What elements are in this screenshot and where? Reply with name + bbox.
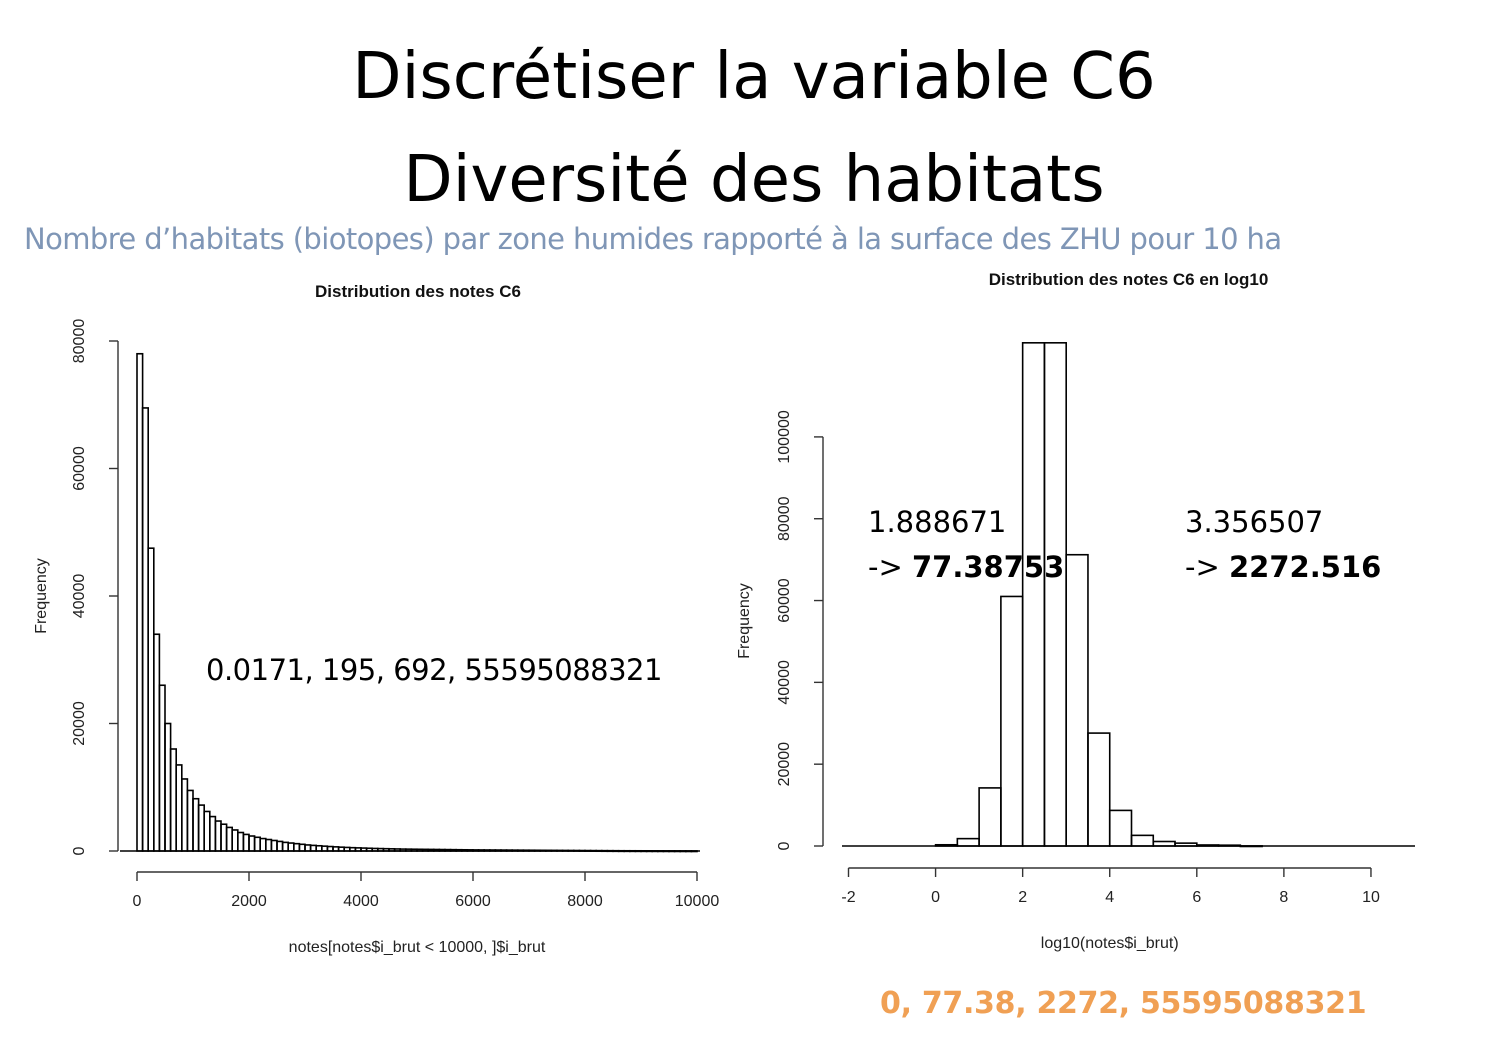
left-bar bbox=[304, 844, 312, 852]
left-x-tick-label: 4000 bbox=[343, 893, 379, 910]
cut1-value: 77.38753 bbox=[911, 549, 1065, 584]
left-x-tick-label: 0 bbox=[133, 893, 142, 910]
right-x-label: log10(notes$i_brut) bbox=[1041, 935, 1179, 952]
left-x-tick-label: 6000 bbox=[455, 893, 491, 910]
right-x-tick-label: 2 bbox=[1018, 889, 1027, 906]
left-bar bbox=[164, 722, 172, 852]
left-bar bbox=[281, 841, 290, 852]
left-bar bbox=[141, 407, 150, 852]
slide-title-line2: Diversité des habitats bbox=[403, 143, 1105, 217]
right-x-tick-label: 6 bbox=[1192, 889, 1201, 906]
right-x-tick-label: 4 bbox=[1105, 889, 1114, 906]
left-y-tick-label: 80000 bbox=[71, 319, 88, 364]
raw-quantiles-annotation: 0.0171, 195, 692, 55595088321 bbox=[206, 653, 662, 687]
left-y-tick-label: 40000 bbox=[71, 574, 88, 619]
left-bar bbox=[320, 845, 329, 852]
right-bar bbox=[1000, 595, 1024, 847]
left-x-tick-label: 8000 bbox=[567, 893, 603, 910]
left-bar bbox=[298, 843, 306, 852]
right-bar bbox=[1087, 732, 1111, 847]
left-bar bbox=[186, 789, 194, 852]
right-y-tick-label: 80000 bbox=[776, 496, 793, 541]
slide-title-line1: Discrétiser la variable C6 bbox=[352, 40, 1156, 114]
left-bar bbox=[237, 831, 245, 852]
left-y-tick-label: 0 bbox=[71, 846, 88, 855]
left-bar bbox=[153, 633, 161, 852]
left-bar bbox=[287, 842, 295, 852]
left-bar bbox=[220, 823, 228, 852]
left-bar bbox=[309, 844, 318, 852]
left-bar bbox=[264, 838, 273, 852]
left-bar bbox=[197, 804, 206, 852]
cut2-value: 2272.516 bbox=[1228, 549, 1382, 584]
right-y-tick-label: 20000 bbox=[776, 742, 793, 787]
cut2-conversion: -> 2272.516 bbox=[1185, 545, 1381, 590]
histogram-raw: Distribution des notes C6 0 2000 4000 6000 80… bbox=[33, 282, 720, 956]
left-x-tick-label: 2000 bbox=[231, 893, 267, 910]
left-bar bbox=[225, 826, 234, 852]
left-x-tick-label: 10000 bbox=[675, 893, 720, 910]
right-y-tick-label: 60000 bbox=[776, 578, 793, 623]
cut2-annotation: 3.356507 -> 2272.516 bbox=[1185, 500, 1381, 590]
left-y-label: Frequency bbox=[33, 558, 50, 634]
log-breaks-summary: 0, 77.38, 2272, 55595088321 bbox=[880, 986, 1367, 1021]
left-bar bbox=[315, 844, 323, 852]
left-y-tick-label: 20000 bbox=[71, 701, 88, 746]
right-y-tick-label: 0 bbox=[776, 841, 793, 850]
left-y-tick-label: 60000 bbox=[71, 446, 88, 491]
left-x-label: notes[notes$i_brut < 10000, ]$i_brut bbox=[289, 939, 546, 956]
cut1-arrow: -> bbox=[868, 549, 912, 584]
right-bar bbox=[956, 837, 980, 847]
cut1-log-value: 1.888671 bbox=[868, 505, 1007, 539]
left-bar bbox=[231, 829, 239, 852]
left-bar bbox=[292, 842, 301, 852]
left-bar bbox=[248, 835, 256, 852]
cut1-annotation: 1.888671 -> 77.38753 bbox=[868, 500, 1064, 590]
right-x-tick-label: 8 bbox=[1279, 889, 1288, 906]
cut2-arrow: -> bbox=[1185, 549, 1229, 584]
right-bar bbox=[1021, 342, 1046, 847]
left-bar bbox=[276, 840, 284, 852]
left-bar bbox=[242, 833, 250, 852]
right-x-tick-label: 10 bbox=[1362, 889, 1380, 906]
left-bar bbox=[136, 352, 144, 852]
left-bar bbox=[253, 836, 262, 852]
right-title: Distribution des notes C6 en log10 bbox=[989, 270, 1269, 289]
cut2-log-value: 3.356507 bbox=[1185, 505, 1324, 539]
left-title: Distribution des notes C6 bbox=[315, 282, 521, 301]
right-bar bbox=[1065, 553, 1089, 847]
right-bar bbox=[1130, 834, 1155, 847]
left-bar bbox=[175, 764, 183, 852]
right-y-tick-label: 40000 bbox=[776, 660, 793, 705]
right-y-tick-label: 100000 bbox=[776, 410, 793, 463]
left-bar bbox=[158, 684, 166, 852]
left-bar bbox=[192, 797, 200, 852]
right-x-tick-label: -2 bbox=[841, 889, 855, 906]
left-bar bbox=[270, 839, 278, 852]
slide-subtitle: Nombre d’habitats (biotopes) par zone hu… bbox=[24, 222, 1282, 256]
left-bar bbox=[214, 820, 222, 852]
left-bar bbox=[169, 748, 178, 852]
left-bar bbox=[259, 837, 267, 852]
left-bar bbox=[209, 815, 217, 852]
cut1-conversion: -> 77.38753 bbox=[868, 545, 1064, 590]
right-bar bbox=[1043, 342, 1067, 847]
left-bar bbox=[181, 778, 189, 852]
right-x-tick-label: 0 bbox=[931, 889, 940, 906]
left-bar bbox=[203, 810, 211, 852]
right-bar bbox=[978, 787, 1002, 847]
left-bar bbox=[147, 547, 155, 852]
right-bar bbox=[1108, 809, 1133, 847]
right-y-label: Frequency bbox=[736, 583, 753, 659]
histogram-log10: Distribution des notes C6 en log10 -2 0 2 4 6… bbox=[736, 270, 1415, 952]
